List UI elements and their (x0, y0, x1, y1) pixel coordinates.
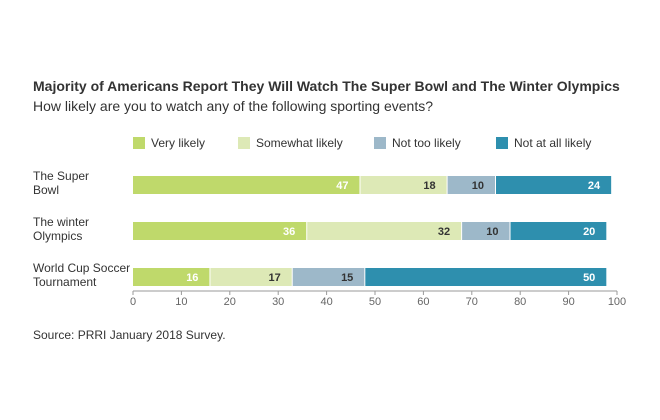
bar-segment (510, 222, 607, 240)
bar-segment (292, 268, 365, 286)
bar-segment (133, 268, 210, 286)
legend-swatch-very-likely (133, 137, 145, 149)
data-label: 10 (486, 226, 498, 238)
bar-segment (210, 268, 292, 286)
legend-item-somewhat-likely: Somewhat likely (238, 136, 343, 150)
bar-segment (307, 222, 462, 240)
x-tick-label: 70 (466, 296, 478, 308)
data-label: 24 (588, 180, 601, 192)
legend-item-very-likely: Very likely (133, 136, 205, 150)
chart-subtitle: How likely are you to watch any of the f… (33, 98, 433, 114)
bar-segment (133, 222, 307, 240)
bar-segment (462, 222, 510, 240)
legend-swatch-not-too-likely (374, 137, 386, 149)
x-tick-label: 80 (514, 296, 526, 308)
x-tick-label: 30 (272, 296, 284, 308)
bar-segment (365, 268, 607, 286)
legend-swatch-not-at-all-likely (496, 137, 508, 149)
x-tick-label: 10 (175, 296, 187, 308)
x-tick-label: 60 (417, 296, 429, 308)
category-label: The winter Olympics (33, 215, 89, 243)
x-tick-label: 20 (224, 296, 236, 308)
x-tick-label: 100 (608, 296, 626, 308)
x-tick-label: 0 (130, 296, 136, 308)
legend-item-not-too-likely: Not too likely (374, 136, 461, 150)
bar-segment (360, 176, 447, 194)
data-label: 17 (268, 272, 280, 284)
data-label: 20 (583, 226, 595, 238)
source-note: Source: PRRI January 2018 Survey. (33, 328, 226, 342)
legend-label-very-likely: Very likely (151, 136, 206, 150)
data-label: 32 (438, 226, 450, 238)
data-label: 10 (472, 180, 484, 192)
legend-item-not-at-all-likely: Not at all likely (496, 136, 591, 150)
x-tick-label: 40 (320, 296, 332, 308)
legend-swatch-somewhat-likely (238, 137, 250, 149)
legend-label-somewhat-likely: Somewhat likely (256, 136, 343, 150)
category-label: The Super Bowl (33, 169, 89, 197)
data-label: 36 (283, 226, 295, 238)
bar-segment (447, 176, 495, 194)
category-label: World Cup Soccer Tournament (33, 261, 130, 289)
legend-label-not-at-all-likely: Not at all likely (514, 136, 592, 150)
data-label: 15 (341, 272, 353, 284)
x-tick-label: 50 (369, 296, 381, 308)
data-label: 18 (423, 180, 435, 192)
chart-title: Majority of Americans Report They Will W… (33, 78, 620, 94)
data-label: 47 (336, 180, 348, 192)
bar-segment (496, 176, 612, 194)
legend-label-not-too-likely: Not too likely (392, 136, 461, 150)
bar-segment (133, 176, 360, 194)
data-label: 16 (186, 272, 198, 284)
data-label: 50 (583, 272, 595, 284)
x-tick-label: 90 (562, 296, 574, 308)
